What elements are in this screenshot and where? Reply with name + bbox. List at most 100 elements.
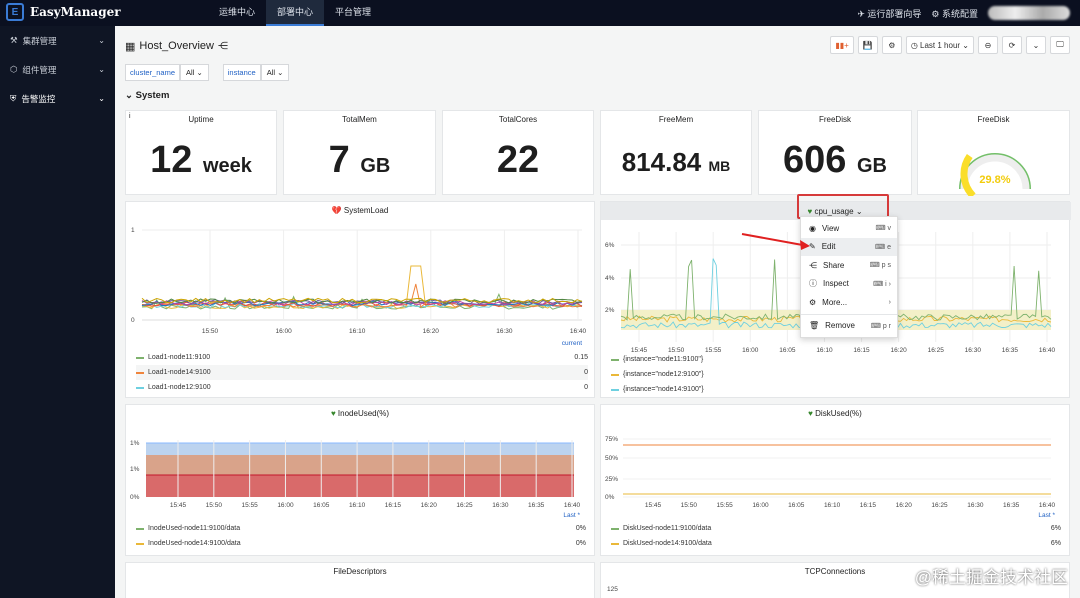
sidebar-item-alert-monitor[interactable]: ⛨ 告警监控 ⌄	[0, 84, 115, 113]
panel-disk-used[interactable]: ♥ DiskUsed(%) 75% 50% 25% 0% 15:45 15:50 15:55…	[600, 404, 1070, 556]
legend-header-last[interactable]: Last *	[563, 512, 580, 519]
y-tick: 75%	[605, 436, 618, 443]
x-tick: 15:50	[681, 502, 698, 509]
panel-tcp-connections[interactable]: TCPConnections 125	[600, 562, 1070, 598]
logo-icon: E	[6, 3, 24, 21]
sidebar-item-components[interactable]: ⬡ 组件管理 ⌄	[0, 55, 115, 84]
menu-shortcut-key: i	[885, 280, 887, 288]
gauge-fill-arc	[960, 153, 976, 196]
legend-header-last[interactable]: Last *	[1038, 512, 1055, 519]
share-icon[interactable]: ⋲	[217, 40, 228, 52]
save-dashboard-button[interactable]: 💾	[857, 36, 878, 54]
series-line	[141, 300, 583, 307]
menu-shortcut: ⌨ p s	[869, 262, 891, 270]
app-logo[interactable]: E EasyManager	[6, 3, 121, 21]
dashboard-main: ▦ Host_Overview ⋲ ▮▮+ 💾 ⚙ ◷ Last 1 hour …	[115, 26, 1080, 598]
stat-panel-freemem[interactable]: FreeMem 814.84 MB	[600, 110, 752, 195]
x-tick: 16:35	[1003, 502, 1020, 509]
bar-chart-plus-icon: ▮▮+	[835, 40, 849, 50]
x-tick: 16:40	[1039, 347, 1056, 354]
refresh-button[interactable]: ⟳	[1002, 36, 1022, 54]
menu-shortcut-key: p s	[881, 262, 891, 270]
legend-item[interactable]: DiskUsed-node14:9100/data 6%	[611, 536, 1061, 551]
legend-swatch	[611, 527, 619, 530]
legend-name: {instance="node14:9100"}	[623, 386, 704, 393]
panel-title: ♥ InodeUsed(%)	[126, 409, 594, 418]
variable-label-instance: instance	[222, 64, 261, 81]
legend-item[interactable]: {instance="node12:9100"}	[611, 367, 704, 382]
menu-item-more[interactable]: ⚙ More... ›	[801, 293, 897, 312]
heart-icon: ♥	[808, 409, 813, 418]
legend-item[interactable]: {instance="node14:9100"}	[611, 382, 704, 397]
x-tick: 16:30	[492, 502, 509, 509]
dashboard-settings-button[interactable]: ⚙	[881, 36, 902, 54]
time-range-picker[interactable]: ◷ Last 1 hour ⌄	[905, 36, 974, 54]
stat-panel-totalmem[interactable]: TotalMem 7 GB	[283, 110, 436, 195]
menu-item-remove[interactable]: 🗑 Remove ⌨ p r	[801, 317, 897, 336]
y-tick: 1%	[130, 466, 140, 473]
nav-ops-center[interactable]: 运维中心	[219, 7, 256, 17]
refresh-interval-dropdown[interactable]: ⌄	[1026, 36, 1046, 54]
add-panel-button[interactable]: ▮▮+	[830, 36, 854, 54]
row-title-system[interactable]: ⌄ System	[125, 90, 169, 101]
user-avatar-blurred[interactable]	[988, 6, 1070, 20]
info-icon[interactable]: i	[129, 113, 131, 120]
stat-number: 22	[496, 139, 540, 181]
panel-title[interactable]: ♥ cpu_usage ⌄	[601, 207, 1069, 216]
deploy-wizard-link[interactable]: ✈ 运行部署向导	[857, 7, 921, 20]
shield-icon: ⛨	[10, 93, 17, 103]
stat-unit: MB	[708, 158, 731, 174]
x-tick: 16:40	[564, 502, 581, 509]
legend-item[interactable]: InodeUsed-node14:9100/data 0%	[136, 536, 586, 551]
menu-item-view[interactable]: ◉ View ⌨ v	[801, 219, 897, 238]
stat-value: 12 week	[126, 139, 276, 182]
legend-name: DiskUsed-node14:9100/data	[623, 540, 712, 547]
component-icon: ⬡	[10, 64, 18, 74]
stat-panel-totalcores[interactable]: TotalCores 22	[442, 110, 594, 195]
chevron-right-icon: ›	[888, 298, 891, 306]
chevron-down-icon: ⌄	[855, 207, 863, 216]
legend-item[interactable]: Load1-node11:9100 0.15	[136, 350, 588, 365]
legend-item[interactable]: InodeUsed-node11:9100/data 0%	[136, 521, 586, 536]
stat-unit: GB	[856, 155, 887, 177]
legend-item[interactable]: Load1-node12:9100 0	[136, 380, 588, 395]
inode-area-red	[146, 475, 574, 497]
legend-header-current[interactable]: current	[561, 340, 582, 347]
x-tick: 16:15	[860, 502, 877, 509]
nav-platform-admin[interactable]: 平台管理	[335, 7, 372, 17]
menu-shortcut: ⌨ e	[875, 243, 891, 251]
variable-select-cluster-name[interactable]: All ⌄	[180, 64, 209, 81]
x-tick: 16:35	[528, 502, 545, 509]
panel-inode-used[interactable]: ♥ InodeUsed(%) 1% 1% 0% 15:45 15:50 15:55 16:0…	[125, 404, 595, 556]
sidebar-item-label: 集群管理	[22, 35, 57, 46]
panel-file-descriptors[interactable]: FileDescriptors	[125, 562, 595, 598]
sidebar-item-cluster[interactable]: ⚒ 集群管理 ⌄	[0, 26, 115, 55]
legend-item[interactable]: DiskUsed-node11:9100/data 6%	[611, 521, 1061, 536]
clock-icon: ◷	[910, 40, 918, 50]
edit-icon: ✎	[809, 242, 816, 252]
gauge-panel-freedisk[interactable]: FreeDisk 29.8%	[917, 110, 1070, 196]
stat-panel-freedisk[interactable]: FreeDisk 606 GB	[758, 110, 912, 195]
legend-item[interactable]: Load1-node14:9100 0	[136, 365, 588, 380]
panel-systemload[interactable]: 💔 SystemLoad 1 0 15:50 16:00 16:10 16:20 16:30…	[125, 201, 595, 398]
legend-item[interactable]: {instance="node11:9100"}	[611, 352, 704, 367]
dashboard-title[interactable]: Host_Overview	[139, 40, 214, 52]
menu-label: Edit	[821, 242, 836, 252]
chevron-down-icon: ⌄	[98, 36, 105, 45]
tv-mode-button[interactable]: 🖵	[1050, 36, 1070, 54]
zoom-out-button[interactable]: ⊖	[978, 36, 998, 54]
legend-swatch	[136, 386, 144, 389]
stat-panel-uptime[interactable]: i Uptime 12 week	[125, 110, 277, 195]
cube-icon: ⚙	[809, 297, 817, 307]
system-settings-link[interactable]: ⚙ 系统配置	[931, 7, 978, 20]
variable-select-instance[interactable]: All ⌄	[260, 64, 290, 81]
chevron-down-icon: ⌄	[962, 40, 969, 50]
menu-item-share[interactable]: ⋲ Share ⌨ p s	[801, 256, 897, 275]
legend-swatch	[136, 356, 144, 359]
menu-item-inspect[interactable]: ⓘ Inspect ⌨ i ›	[801, 275, 897, 294]
menu-item-edit[interactable]: ✎ Edit ⌨ e	[801, 237, 897, 256]
panel-title: FileDescriptors	[333, 567, 387, 576]
nav-deploy-center[interactable]: 部署中心	[266, 0, 325, 26]
legend-value: 0.15	[574, 354, 588, 361]
cpu-legend: {instance="node11:9100"} {instance="node…	[611, 352, 704, 397]
